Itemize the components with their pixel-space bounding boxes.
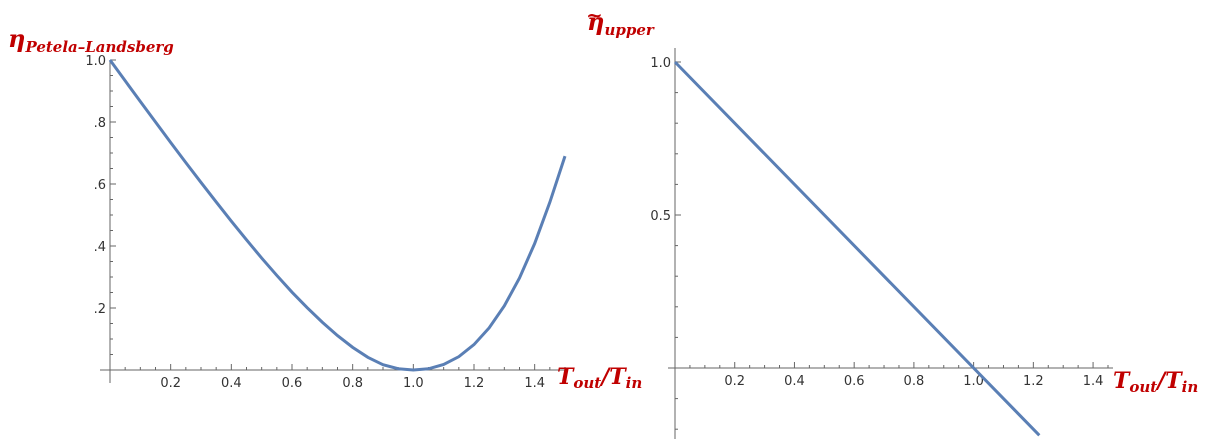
left-y-tick-label: 1.0 bbox=[85, 54, 106, 69]
right-x-tick-label: 1.2 bbox=[1023, 374, 1044, 389]
right-x-tick-label: 1.0 bbox=[963, 374, 984, 389]
left-y-tick-label: .6 bbox=[94, 178, 106, 193]
left-series-line bbox=[108, 59, 567, 372]
right-series-line bbox=[673, 60, 1041, 437]
right-y-axis-tilde: ~ bbox=[586, 3, 603, 27]
right-y-axis-title: ηupper bbox=[587, 7, 655, 39]
left-y-tick-label: .8 bbox=[94, 116, 106, 131]
left-x-tick-label: 0.6 bbox=[282, 376, 303, 391]
right-x-tick-label: 1.4 bbox=[1083, 374, 1104, 389]
left-y-tick-label: .4 bbox=[94, 240, 106, 255]
left-x-tick-label: 0.8 bbox=[342, 376, 363, 391]
right-y-tick-label: 0.5 bbox=[650, 209, 671, 224]
left-ticks: 0.2 0.4 0.6 0.8 1.0 1.2 1.4 .2 .4 .6 .8 1.0 bbox=[85, 54, 566, 391]
right-chart: 0.2 0.4 0.6 0.8 1.0 1.2 1.4 0.5 1.0 ~ ηupper Tou… bbox=[586, 3, 1198, 439]
left-y-tick-label: .2 bbox=[94, 302, 106, 317]
right-x-tick-label: 0.6 bbox=[844, 374, 865, 389]
right-x-tick-label: 0.4 bbox=[784, 374, 805, 389]
right-x-axis-title: Tout/Tin bbox=[1113, 368, 1198, 396]
left-x-tick-label: 0.4 bbox=[221, 376, 242, 391]
left-x-tick-label: 0.2 bbox=[160, 376, 181, 391]
left-x-tick-label: 1.2 bbox=[464, 376, 485, 391]
right-y-tick-label: 1.0 bbox=[650, 56, 671, 71]
right-ticks: 0.2 0.4 0.6 0.8 1.0 1.2 1.4 0.5 1.0 bbox=[650, 56, 1109, 430]
left-x-axis-title: Tout/Tin bbox=[557, 364, 642, 392]
right-x-tick-label: 0.2 bbox=[724, 374, 745, 389]
left-y-axis-title: ηPetela–Landsberg bbox=[8, 24, 174, 56]
left-chart: 0.2 0.4 0.6 0.8 1.0 1.2 1.4 .2 .4 .6 .8 1.0 ηPetela… bbox=[8, 24, 642, 392]
right-x-tick-label: 0.8 bbox=[904, 374, 925, 389]
left-x-tick-label: 1.4 bbox=[524, 376, 545, 391]
left-x-tick-label: 1.0 bbox=[403, 376, 424, 391]
